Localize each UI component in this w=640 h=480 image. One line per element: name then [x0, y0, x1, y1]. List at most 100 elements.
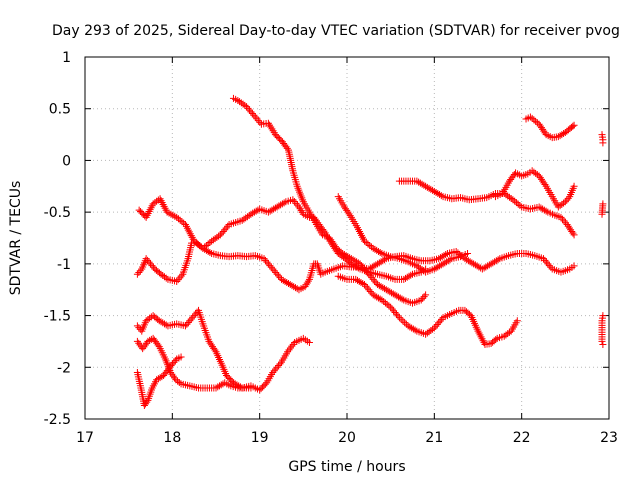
- data-point: [133, 270, 141, 278]
- data-point: [173, 213, 181, 221]
- y-tick-label: -1.5: [44, 309, 71, 325]
- data-point: [533, 119, 541, 127]
- data-point: [273, 270, 281, 278]
- x-tick-labels: 17 18 19 20 21 22 23: [76, 430, 618, 446]
- y-axis-title: SDTVAR / TECUs: [8, 181, 24, 296]
- data-point: [174, 215, 182, 223]
- data-point: [599, 139, 607, 147]
- data-point: [514, 200, 522, 208]
- y-tick-label: -1: [57, 257, 71, 273]
- data-point: [189, 313, 197, 321]
- y-tick-labels: -2.5 -2 -1.5 -1 -0.5 0 0.5 1: [44, 50, 71, 428]
- data-point: [184, 318, 192, 326]
- data-point: [190, 312, 198, 320]
- data-point: [346, 212, 354, 220]
- data-point: [368, 274, 376, 282]
- data-point: [305, 338, 313, 346]
- data-point: [528, 114, 536, 122]
- data-marks: [133, 94, 607, 410]
- data-point: [289, 196, 297, 204]
- data-point: [390, 307, 398, 315]
- data-point: [186, 317, 194, 325]
- data-point: [171, 357, 179, 365]
- data-point: [437, 192, 445, 200]
- data-point: [420, 293, 428, 301]
- data-point: [224, 222, 232, 230]
- x-tick-label: 20: [338, 430, 356, 446]
- data-point: [143, 398, 151, 406]
- data-point: [542, 258, 550, 266]
- data-point: [509, 196, 517, 204]
- data-point: [526, 113, 534, 121]
- data-point: [363, 284, 371, 292]
- data-point: [293, 201, 301, 209]
- data-point: [222, 224, 230, 232]
- data-point: [177, 353, 185, 361]
- data-point: [563, 196, 571, 204]
- series-12: [598, 131, 607, 349]
- data-point: [430, 324, 438, 332]
- data-point: [136, 267, 144, 275]
- data-point: [371, 277, 379, 285]
- data-point: [398, 295, 406, 303]
- data-point: [135, 339, 143, 347]
- x-tick-label: 22: [513, 430, 531, 446]
- data-point: [272, 365, 280, 373]
- data-point: [598, 337, 606, 345]
- data-point: [248, 110, 256, 118]
- data-point: [547, 263, 555, 271]
- x-tick-label: 17: [76, 430, 94, 446]
- data-point: [358, 262, 366, 270]
- x-tick-label: 19: [251, 430, 269, 446]
- data-point: [385, 302, 393, 310]
- data-point: [261, 256, 269, 264]
- data-point: [251, 113, 259, 121]
- data-point: [169, 372, 177, 380]
- data-point: [532, 117, 540, 125]
- data-point: [544, 260, 552, 268]
- data-point: [442, 251, 450, 259]
- data-point: [154, 341, 162, 349]
- data-point: [133, 322, 141, 330]
- series-5: [133, 353, 185, 410]
- data-point: [263, 258, 271, 266]
- data-point: [149, 263, 157, 271]
- chart-title: Day 293 of 2025, Sidereal Day-to-day VTE…: [52, 23, 620, 39]
- data-point: [264, 260, 272, 268]
- data-point: [562, 219, 570, 227]
- data-point: [301, 283, 309, 291]
- data-point: [135, 324, 143, 332]
- data-point: [397, 315, 405, 323]
- data-point: [218, 229, 226, 237]
- data-point: [303, 279, 311, 287]
- data-point: [250, 111, 258, 119]
- data-point: [304, 277, 312, 285]
- data-point: [302, 281, 310, 289]
- data-point: [247, 384, 255, 392]
- data-point: [494, 256, 502, 264]
- data-point: [560, 217, 568, 225]
- data-point: [362, 267, 370, 275]
- data-point: [464, 250, 472, 258]
- data-point: [446, 256, 454, 264]
- data-point: [570, 182, 578, 190]
- data-point: [560, 199, 568, 207]
- data-point: [176, 274, 184, 282]
- data-point: [187, 315, 195, 323]
- data-point: [211, 346, 219, 354]
- data-point: [378, 296, 386, 304]
- data-point: [376, 248, 384, 256]
- data-point: [391, 308, 399, 316]
- data-point: [533, 171, 541, 179]
- series-8: [334, 272, 521, 349]
- data-point: [253, 115, 261, 123]
- data-point: [540, 255, 547, 263]
- data-point: [162, 321, 170, 329]
- data-point: [192, 310, 200, 318]
- y-tick-label: -0.5: [44, 205, 71, 221]
- data-point: [215, 232, 223, 240]
- data-point: [295, 203, 303, 211]
- data-point: [141, 341, 149, 349]
- data-point: [206, 248, 214, 256]
- data-point: [411, 326, 419, 334]
